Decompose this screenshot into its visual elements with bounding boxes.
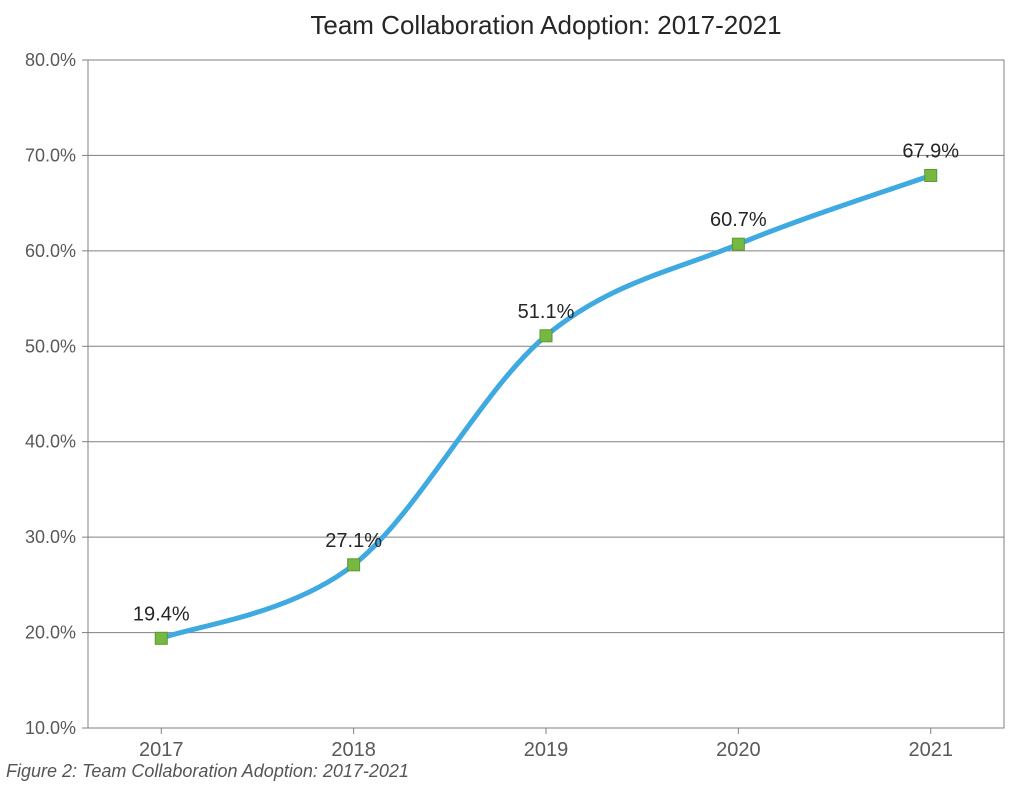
line-chart: Team Collaboration Adoption: 2017-2021 10…: [0, 0, 1024, 788]
chart-title: Team Collaboration Adoption: 2017-2021: [310, 10, 781, 40]
data-point: [540, 330, 552, 342]
svg-text:20.0%: 20.0%: [25, 623, 76, 643]
chart-container: Team Collaboration Adoption: 2017-2021 10…: [0, 0, 1024, 788]
data-point: [925, 169, 937, 181]
data-point: [732, 238, 744, 250]
data-point: [155, 632, 167, 644]
svg-text:50.0%: 50.0%: [25, 336, 76, 356]
figure-caption: Figure 2: Team Collaboration Adoption: 2…: [6, 761, 409, 782]
svg-text:70.0%: 70.0%: [25, 145, 76, 165]
svg-text:2019: 2019: [524, 739, 569, 761]
svg-text:30.0%: 30.0%: [25, 527, 76, 547]
svg-text:2018: 2018: [331, 739, 376, 761]
data-label: 19.4%: [133, 603, 190, 625]
svg-text:80.0%: 80.0%: [25, 50, 76, 70]
svg-text:2020: 2020: [716, 739, 761, 761]
svg-text:60.0%: 60.0%: [25, 241, 76, 261]
svg-text:40.0%: 40.0%: [25, 432, 76, 452]
svg-text:2021: 2021: [908, 739, 953, 761]
data-point: [348, 559, 360, 571]
svg-text:10.0%: 10.0%: [25, 718, 76, 738]
data-label: 27.1%: [325, 530, 382, 552]
svg-text:2017: 2017: [139, 739, 184, 761]
data-label: 60.7%: [710, 209, 767, 231]
data-label: 51.1%: [518, 301, 575, 323]
data-label: 67.9%: [902, 140, 959, 162]
